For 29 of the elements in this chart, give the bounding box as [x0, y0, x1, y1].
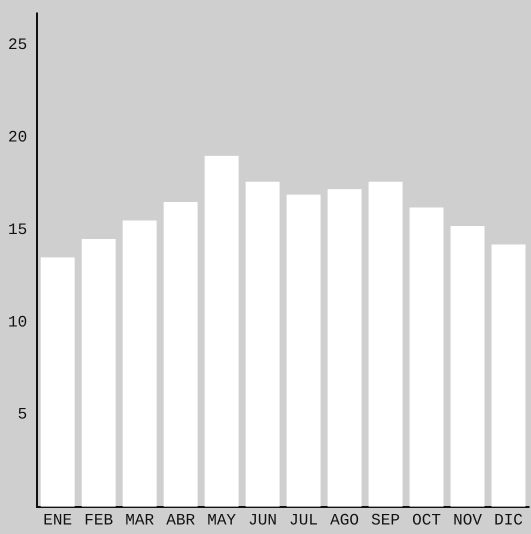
x-tick-label: SEP	[371, 512, 400, 530]
x-tick-label: MAY	[207, 512, 236, 530]
x-tick-label: ABR	[166, 512, 196, 530]
x-tick-label: DIC	[494, 512, 523, 530]
x-tick-label: NOV	[453, 512, 482, 530]
bar	[40, 257, 75, 507]
y-tick-label: 25	[8, 36, 28, 54]
y-tick-label: 20	[8, 128, 28, 147]
bar	[286, 194, 321, 507]
x-tick-label: JUN	[248, 512, 278, 530]
bar	[450, 226, 484, 507]
bar	[368, 182, 403, 507]
bar	[164, 202, 198, 507]
x-tick-label: JUL	[289, 512, 318, 530]
bar	[204, 156, 239, 507]
y-tick-label: 15	[8, 220, 28, 239]
x-tick-label: ENE	[43, 512, 72, 530]
x-tick-label: AGO	[330, 512, 359, 530]
bar	[328, 189, 362, 507]
y-tick-label: 5	[18, 406, 28, 424]
bar	[492, 244, 526, 507]
x-tick-label: FEB	[84, 512, 114, 530]
bar	[246, 182, 280, 507]
y-tick-label: 10	[8, 313, 28, 332]
bar	[410, 208, 444, 507]
x-tick-label: OCT	[412, 512, 441, 530]
bar	[122, 220, 157, 507]
x-tick-label: MAR	[125, 512, 154, 530]
bar	[82, 238, 116, 507]
